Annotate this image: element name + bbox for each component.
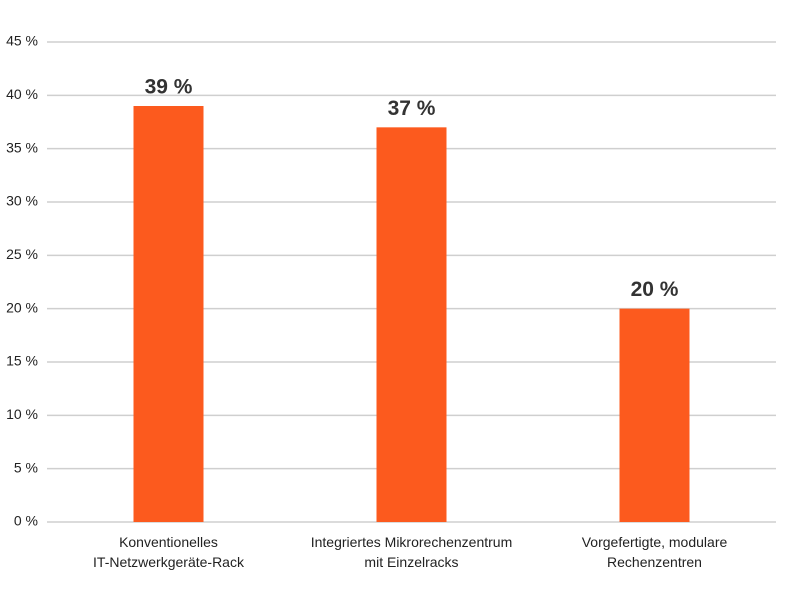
y-tick-label: 40 % bbox=[6, 86, 38, 102]
bar bbox=[376, 127, 447, 522]
value-label: 20 % bbox=[631, 278, 679, 301]
value-label: 39 % bbox=[145, 76, 193, 99]
x-tick-label: Integriertes Mikrorechenzentrum mit Einze… bbox=[311, 534, 513, 570]
y-tick-label: 15 % bbox=[6, 353, 38, 369]
y-tick-label: 0 % bbox=[14, 513, 38, 529]
y-tick-label: 35 % bbox=[6, 139, 38, 155]
y-tick-label: 10 % bbox=[6, 406, 38, 422]
bar bbox=[133, 106, 204, 522]
y-tick-label: 30 % bbox=[6, 193, 38, 209]
y-tick-label: 25 % bbox=[6, 246, 38, 262]
x-tick-label: Konventionelles IT-Netzwerkgeräte-Rack bbox=[93, 534, 245, 570]
x-tick-label: Vorgefertigte, modulare Rechenzentren bbox=[582, 534, 728, 570]
y-tick-label: 45 % bbox=[6, 33, 38, 49]
value-label: 37 % bbox=[388, 97, 436, 120]
y-tick-label: 5 % bbox=[14, 459, 38, 475]
bar bbox=[619, 308, 690, 522]
y-tick-label: 20 % bbox=[6, 299, 38, 315]
